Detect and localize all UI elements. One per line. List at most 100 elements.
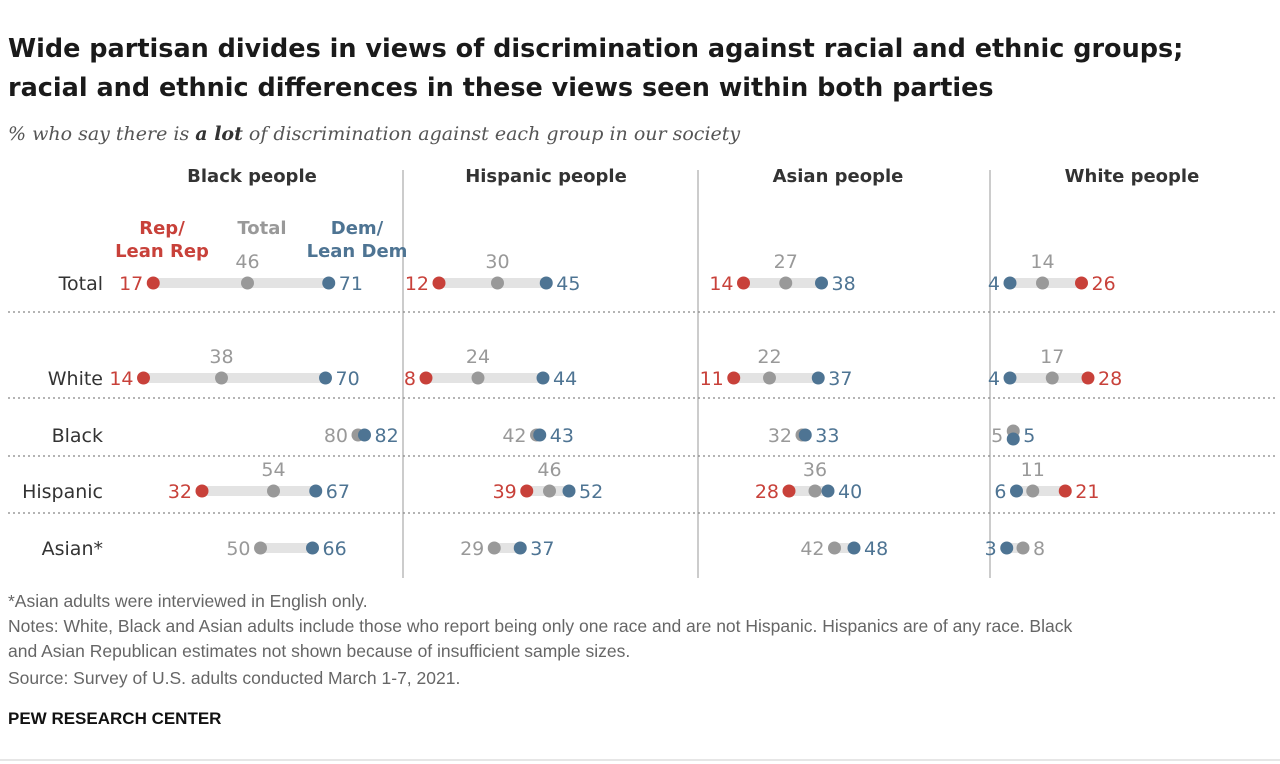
value-label-total-black-people-black: 80 bbox=[324, 425, 348, 447]
row-asian-people-hispanic: 28 40 36 bbox=[755, 459, 862, 503]
value-label-rep-hispanic-people-total: 12 bbox=[405, 273, 429, 295]
value-label-rep-asian-people-total: 14 bbox=[709, 273, 733, 295]
value-label-total-asian-people-asian: 42 bbox=[800, 538, 824, 560]
notes-line2: and Asian Republican estimates not shown… bbox=[8, 641, 630, 661]
row-black-people-hispanic: 32 67 54 bbox=[168, 459, 350, 503]
dot-dem-asian-people-total bbox=[815, 276, 828, 290]
dot-dem-asian-people-black bbox=[798, 428, 812, 442]
dot-dem-asian-people-hispanic bbox=[821, 484, 835, 498]
row-hispanic-people-hispanic: 39 52 46 bbox=[493, 459, 604, 503]
row-white-people-white: 4 28 17 bbox=[988, 346, 1122, 390]
dot-dem-white-people-total bbox=[1003, 276, 1017, 290]
value-label-dem-hispanic-people-black: 43 bbox=[550, 425, 574, 447]
dot-total-asian-people-asian bbox=[828, 541, 841, 555]
value-label-rep-black-people-total: 17 bbox=[119, 273, 143, 295]
dot-dem-white-people-asian bbox=[1000, 541, 1014, 555]
footnote: *Asian adults were interviewed in Englis… bbox=[8, 591, 368, 611]
legend: Rep/ Lean Rep Total Dem/ Lean Dem bbox=[115, 218, 407, 262]
legend-total: Total bbox=[237, 218, 286, 239]
row-dividers bbox=[8, 311, 1278, 514]
value-label-total-hispanic-people-black: 42 bbox=[502, 425, 526, 447]
value-label-rep-asian-people-hispanic: 28 bbox=[755, 481, 779, 503]
value-label-dem-white-people-white: 4 bbox=[988, 368, 1000, 390]
row-label-black: Black bbox=[52, 425, 103, 447]
range-bar-black-people-hispanic bbox=[202, 486, 316, 496]
dot-dem-white-people-black bbox=[1006, 432, 1020, 446]
value-label-total-black-people-hispanic: 54 bbox=[261, 459, 285, 481]
chart-title-line1: Wide partisan divides in views of discri… bbox=[8, 34, 1183, 64]
row-asian-people-black: 32 33 bbox=[768, 425, 840, 447]
legend-rep-line1: Rep/ bbox=[139, 218, 185, 239]
dot-total-hispanic-people-total bbox=[491, 276, 504, 290]
value-label-dem-hispanic-people-hispanic: 52 bbox=[579, 481, 603, 503]
dot-total-white-people-total bbox=[1036, 276, 1049, 290]
dot-dem-white-people-hispanic bbox=[1010, 484, 1023, 498]
value-label-total-white-people-asian: 8 bbox=[1033, 538, 1045, 560]
row-black-people-total: 17 71 46 bbox=[119, 251, 363, 295]
value-label-total-white-people-hispanic: 11 bbox=[1021, 459, 1045, 481]
panel-title-hispanic-people: Hispanic people bbox=[465, 166, 627, 187]
dot-rep-asian-people-white bbox=[727, 371, 741, 385]
panel-title-asian-people: Asian people bbox=[773, 166, 904, 187]
value-label-rep-hispanic-people-hispanic: 39 bbox=[493, 481, 517, 503]
source-note: Source: Survey of U.S. adults conducted … bbox=[8, 668, 460, 688]
dot-rep-white-people-total bbox=[1075, 276, 1088, 290]
row-label-white: White bbox=[48, 368, 103, 390]
dot-rep-asian-people-hispanic bbox=[782, 484, 796, 498]
dot-dem-asian-people-white bbox=[811, 371, 825, 385]
chart-title-line2: racial and ethnic differences in these v… bbox=[8, 73, 994, 103]
panel-separators bbox=[402, 170, 991, 578]
dot-rep-black-people-hispanic bbox=[195, 484, 209, 498]
value-label-dem-black-people-asian: 66 bbox=[323, 538, 347, 560]
subtitle-emphasis: a lot bbox=[195, 123, 243, 145]
value-label-total-white-people-white: 17 bbox=[1040, 346, 1064, 368]
range-bar-black-people-white bbox=[143, 373, 326, 383]
dot-rep-hispanic-people-white bbox=[419, 371, 433, 385]
dot-dem-asian-people-asian bbox=[847, 541, 861, 555]
row-asian-people-asian: 42 48 bbox=[800, 538, 888, 560]
dot-total-asian-people-total bbox=[779, 276, 793, 290]
dot-dem-black-people-asian bbox=[306, 541, 319, 555]
row-labels: Total White Black Hispanic Asian* bbox=[22, 273, 103, 560]
dot-rep-hispanic-people-hispanic bbox=[520, 484, 534, 498]
value-label-rep-hispanic-people-white: 8 bbox=[404, 368, 416, 390]
value-label-total-black-people-white: 38 bbox=[209, 346, 233, 368]
dot-rep-asian-people-total bbox=[737, 276, 750, 290]
dot-rep-hispanic-people-total bbox=[432, 276, 446, 290]
panel-title-white-people: White people bbox=[1065, 166, 1200, 187]
dot-dem-hispanic-people-black bbox=[533, 428, 547, 442]
dot-total-black-people-total bbox=[241, 276, 254, 290]
dot-rep-black-people-total bbox=[146, 276, 160, 290]
row-white-people-hispanic: 6 21 11 bbox=[994, 459, 1099, 503]
dot-total-hispanic-people-asian bbox=[487, 541, 501, 555]
dot-dem-black-people-black bbox=[358, 428, 371, 442]
row-hispanic-people-asian: 29 37 bbox=[460, 538, 554, 560]
value-label-rep-black-people-hispanic: 32 bbox=[168, 481, 192, 503]
value-label-dem-asian-people-hispanic: 40 bbox=[838, 481, 862, 503]
value-label-dem-white-people-asian: 3 bbox=[985, 538, 997, 560]
value-label-dem-asian-people-white: 37 bbox=[828, 368, 852, 390]
value-label-rep-white-people-hispanic: 21 bbox=[1075, 481, 1099, 503]
value-label-dem-hispanic-people-white: 44 bbox=[553, 368, 577, 390]
value-label-total-hispanic-people-asian: 29 bbox=[460, 538, 484, 560]
dot-rep-black-people-white bbox=[137, 371, 150, 385]
row-black-people-black: 80 82 bbox=[324, 425, 399, 447]
dot-total-black-people-asian bbox=[254, 541, 267, 555]
value-label-dem-black-people-black: 82 bbox=[375, 425, 399, 447]
value-label-dem-white-people-total: 4 bbox=[988, 273, 1000, 295]
value-label-total-hispanic-people-white: 24 bbox=[466, 346, 490, 368]
dot-total-white-people-asian bbox=[1016, 541, 1030, 555]
value-label-dem-black-people-total: 71 bbox=[339, 273, 363, 295]
range-bar-white-people-asian bbox=[1006, 543, 1023, 553]
row-asian-people-total: 14 38 27 bbox=[709, 251, 855, 295]
value-label-total-asian-people-white: 22 bbox=[757, 346, 781, 368]
dot-total-black-people-white bbox=[215, 371, 228, 385]
dot-dem-black-people-total bbox=[322, 276, 336, 290]
value-label-rep-asian-people-white: 11 bbox=[700, 368, 724, 390]
value-label-dem-black-people-hispanic: 67 bbox=[326, 481, 350, 503]
subtitle-post: of discrimination against each group in … bbox=[243, 123, 741, 145]
